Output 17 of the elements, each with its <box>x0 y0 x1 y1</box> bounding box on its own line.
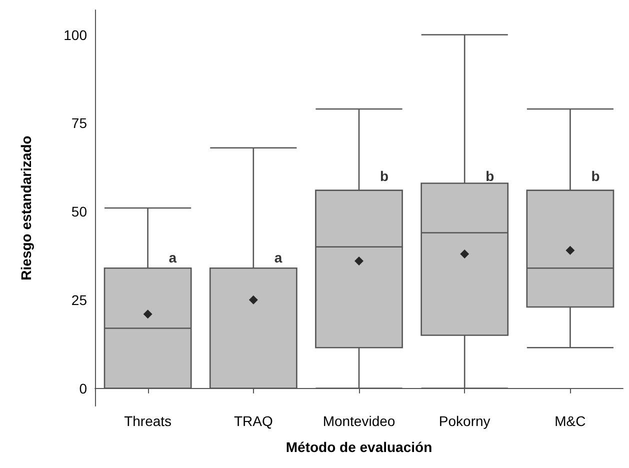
annotation: a <box>274 250 282 266</box>
x-tick-label: Montevideo <box>322 413 396 429</box>
annotation: b <box>486 168 494 184</box>
x-tick-label: M&C <box>554 413 586 429</box>
annotation: a <box>168 250 177 266</box>
annotation: b <box>380 168 389 184</box>
x-tick-label: Pokorny <box>438 413 490 429</box>
y-tick-label: 0 <box>79 380 88 396</box>
y-tick-label: 50 <box>71 204 88 220</box>
y-axis-title: Riesgo estandarizado <box>18 136 34 280</box>
x-axis-title: Método de evaluación <box>286 439 432 455</box>
y-tick-label: 100 <box>64 26 88 43</box>
annotation: b <box>591 168 600 184</box>
x-tick-label: Threats <box>124 413 172 429</box>
y-tick-label: 25 <box>71 292 88 308</box>
y-tick-label: 75 <box>71 115 88 132</box>
x-tick-label: TRAQ <box>234 413 273 429</box>
